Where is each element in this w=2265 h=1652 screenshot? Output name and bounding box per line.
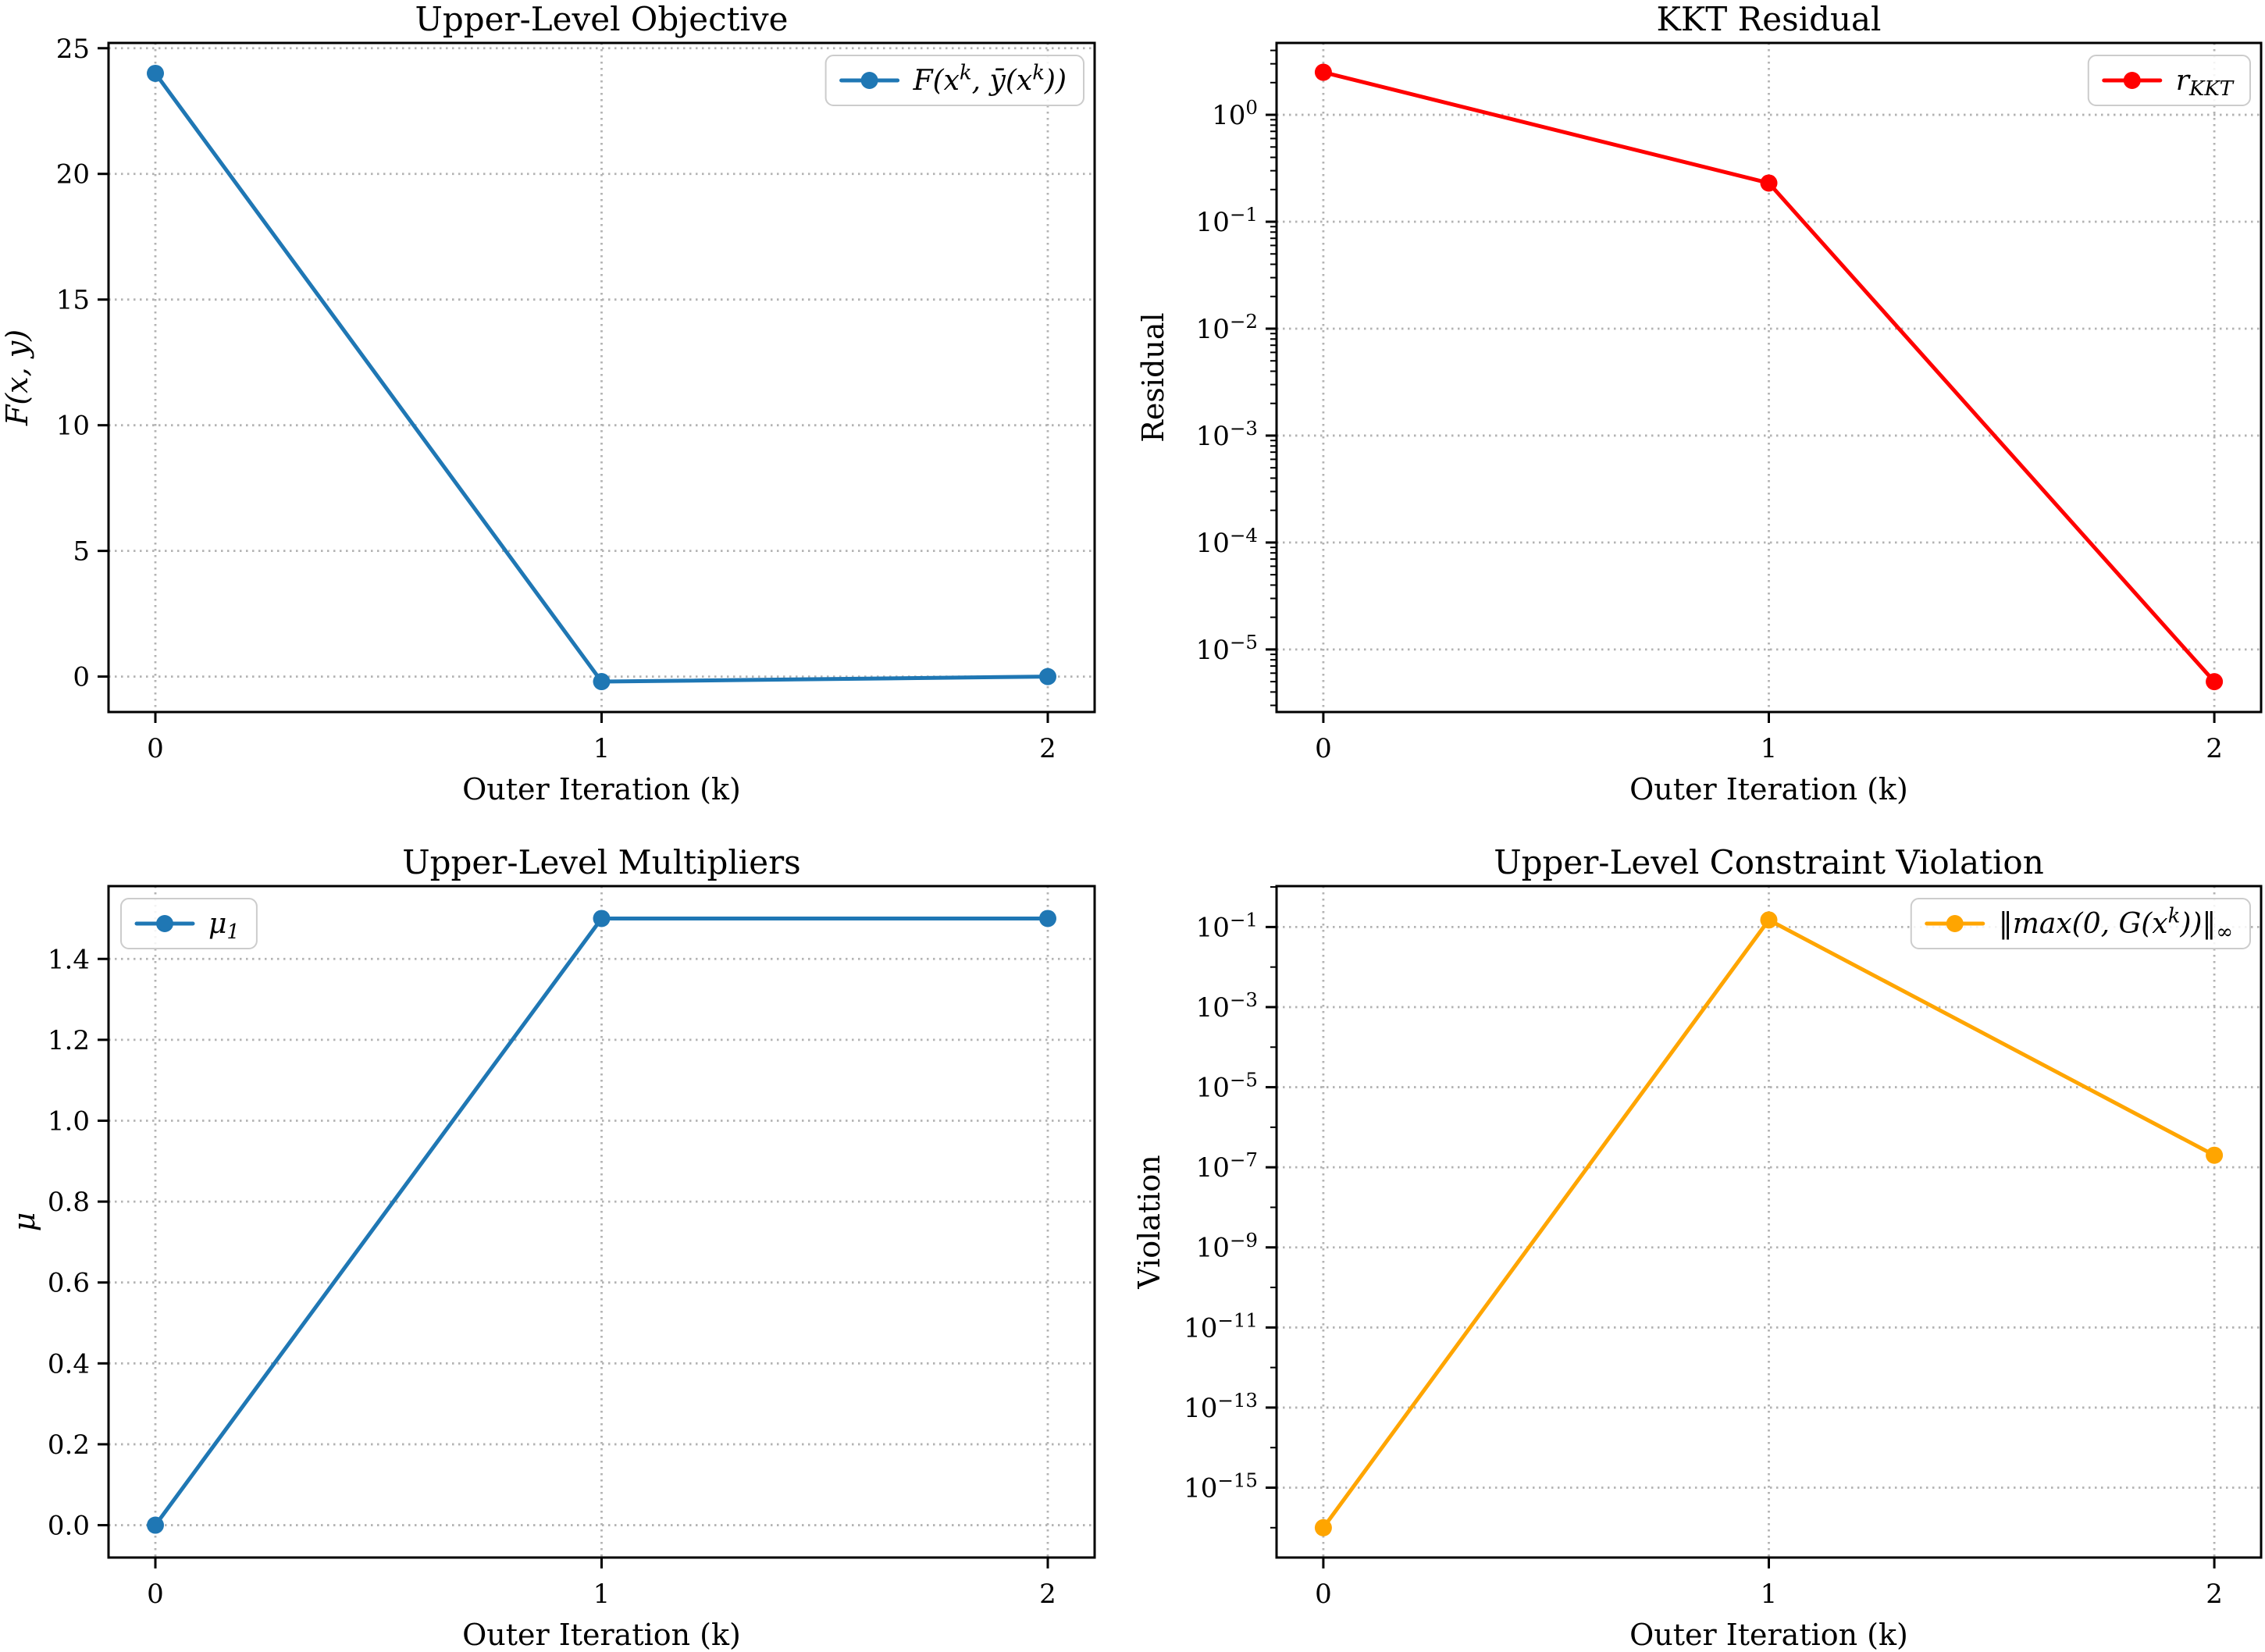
data-point-marker — [2206, 673, 2224, 691]
y-axis-label: F(x, y) — [0, 329, 34, 426]
x-axis-label: Outer Iteration (k) — [1629, 1618, 1908, 1652]
minor-tick-marks — [1270, 886, 1277, 1529]
tick-marks — [98, 957, 1049, 1568]
x-axis-label: Outer Iteration (k) — [462, 1618, 741, 1652]
x-axis-label: Outer Iteration (k) — [1629, 772, 1908, 806]
data-point-marker — [147, 1516, 165, 1534]
legend-label: μ1 — [208, 908, 240, 944]
data-point-marker — [1038, 910, 1056, 927]
series-line-0 — [153, 71, 1050, 684]
y-axis-label: Residual — [1136, 312, 1170, 442]
y-tick-label: 25 — [56, 34, 90, 65]
legend: μ1 — [120, 898, 258, 949]
y-tick-label: 0.6 — [48, 1268, 90, 1299]
y-tick-label: 10 — [56, 411, 90, 442]
y-tick-label: 10−11 — [1184, 1308, 1258, 1344]
data-point-marker — [593, 673, 611, 691]
chart-title: KKT Residual — [1657, 0, 1882, 38]
data-point-marker — [1038, 668, 1056, 685]
tick-marks — [98, 47, 1049, 723]
chart-title: Upper-Level Multipliers — [402, 843, 800, 881]
subplot-1: KKT Residual 0 1 2 100 10−1 10−2 10−3 10−4 10−5 Ou… — [1136, 0, 2263, 806]
data-point-marker — [1760, 911, 1778, 929]
x-tick-label: 1 — [593, 733, 611, 764]
data-point-marker — [147, 64, 165, 82]
y-tick-label: 10−2 — [1196, 310, 1258, 345]
subplot-2: Upper-Level Multipliers 0 1 2 0.0 0.2 0.4 0.6 0.… — [7, 843, 1096, 1652]
chart-title: Upper-Level Objective — [415, 0, 788, 38]
data-point-marker — [1760, 174, 1778, 192]
y-tick-label: 10−7 — [1196, 1148, 1258, 1184]
x-tick-label: 0 — [1315, 733, 1332, 764]
y-tick-label: 10−9 — [1196, 1229, 1258, 1264]
legend-marker-sample — [1946, 915, 1964, 932]
y-tick-label: 10−13 — [1184, 1389, 1258, 1424]
data-point-marker — [2206, 1146, 2224, 1164]
x-axis-label: Outer Iteration (k) — [462, 772, 741, 806]
data-point-marker — [593, 910, 611, 927]
y-tick-label: 10−5 — [1196, 631, 1258, 666]
y-tick-label: 0.4 — [48, 1348, 90, 1380]
y-tick-label: 100 — [1212, 96, 1258, 131]
y-tick-label: 20 — [56, 159, 90, 190]
y-axis-label: μ — [7, 1212, 41, 1232]
legend-marker-sample — [156, 915, 173, 932]
y-tick-label: 10−1 — [1196, 908, 1258, 943]
y-tick-label: 1.2 — [48, 1025, 90, 1056]
legend-box — [824, 55, 1084, 106]
y-tick-label: 10−3 — [1196, 988, 1258, 1024]
x-tick-label: 1 — [593, 1579, 611, 1610]
series-line-0 — [1321, 70, 2217, 684]
legend-marker-sample — [860, 72, 878, 89]
x-tick-label: 2 — [1039, 733, 1056, 764]
series-line-0 — [153, 916, 1050, 1528]
x-tick-label: 0 — [147, 1579, 164, 1610]
legend: rKKT — [2087, 55, 2251, 106]
legend: F(xk, ȳ(xk)) — [824, 55, 1084, 106]
legend-box — [2087, 55, 2251, 106]
legend-label: rKKT — [2176, 65, 2235, 101]
y-tick-label: 0.2 — [48, 1429, 90, 1461]
tick-marks — [1266, 113, 2216, 723]
chart-title: Upper-Level Constraint Violation — [1494, 843, 2044, 881]
x-tick-label: 1 — [1761, 1579, 1778, 1610]
gridlines — [109, 43, 1095, 712]
y-tick-label: 5 — [73, 536, 90, 568]
legend-label: F(xk, ȳ(xk)) — [913, 61, 1067, 97]
gridlines — [1277, 43, 2261, 712]
y-tick-label: 0 — [73, 662, 90, 693]
data-point-marker — [1314, 1518, 1332, 1536]
legend-box — [1910, 898, 2251, 949]
tick-marks — [1266, 925, 2216, 1568]
x-tick-label: 2 — [2206, 733, 2223, 764]
y-tick-label: 10−4 — [1196, 524, 1258, 559]
minor-tick-marks — [1270, 49, 1277, 707]
y-tick-label: 1.4 — [48, 944, 90, 975]
gridlines — [109, 886, 1095, 1558]
y-axis-label: Violation — [1132, 1155, 1166, 1289]
legend: ‖max(0, G(xk))‖∞ — [1910, 898, 2251, 949]
legend-label: ‖max(0, G(xk))‖∞ — [1999, 904, 2233, 944]
data-point-marker — [1314, 63, 1332, 81]
y-tick-label: 0.8 — [48, 1187, 90, 1218]
y-tick-label: 1.0 — [48, 1105, 90, 1137]
x-tick-label: 0 — [147, 733, 164, 764]
y-tick-label: 15 — [56, 285, 90, 316]
x-tick-label: 2 — [2206, 1579, 2223, 1610]
x-tick-label: 0 — [1315, 1579, 1332, 1610]
legend-marker-sample — [2123, 72, 2141, 89]
gridlines — [1277, 886, 2261, 1558]
y-tick-label: 10−1 — [1196, 203, 1258, 238]
y-tick-label: 10−5 — [1196, 1069, 1258, 1104]
y-tick-label: 10−3 — [1196, 417, 1258, 452]
x-tick-label: 2 — [1039, 1579, 1056, 1610]
y-tick-label: 0.0 — [48, 1511, 90, 1542]
x-tick-label: 1 — [1761, 733, 1778, 764]
y-tick-label: 10−15 — [1184, 1469, 1258, 1504]
